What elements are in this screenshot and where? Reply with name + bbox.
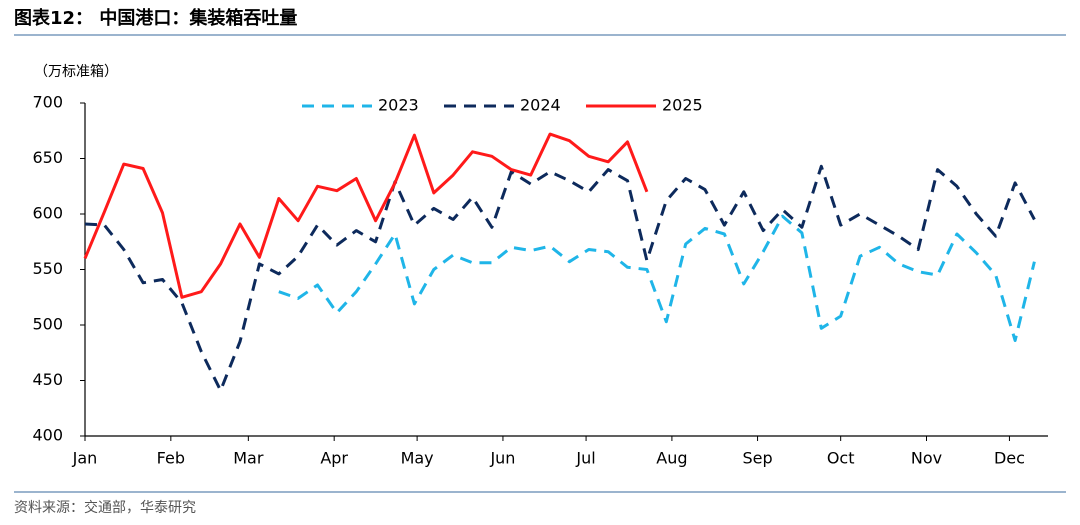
x-tick-label: May (401, 449, 434, 468)
x-tick-label: Jun (489, 449, 515, 468)
x-tick-label: Feb (157, 449, 185, 468)
legend-label: 2024 (520, 96, 561, 115)
x-tick-label: Oct (827, 449, 855, 468)
y-tick-label: 550 (32, 259, 63, 278)
x-tick-label: Sep (742, 449, 772, 468)
x-tick-label: Mar (233, 449, 264, 468)
x-tick-label: Nov (911, 449, 942, 468)
line-series (84, 164, 1036, 392)
y-tick-label: 400 (32, 426, 63, 445)
x-tick-label: Apr (320, 449, 348, 468)
x-tick-label: Dec (994, 449, 1025, 468)
y-tick-label: 700 (32, 93, 63, 112)
y-tick-label: 600 (32, 204, 63, 223)
x-tick-label: Aug (656, 449, 687, 468)
line-series (278, 214, 1036, 342)
y-tick-label: 450 (32, 370, 63, 389)
x-tick-label: Jul (575, 449, 595, 468)
y-tick-label: 650 (32, 148, 63, 167)
legend-label: 2025 (662, 96, 703, 115)
y-axis-label: （万标准箱） (34, 64, 118, 80)
x-tick-label: Jan (72, 449, 98, 468)
y-tick-label: 500 (32, 315, 63, 334)
chart-title: 图表12： 中国港口：集装箱吞吐量 (14, 7, 297, 29)
legend-label: 2023 (378, 96, 419, 115)
source: 资料来源：交通部，华泰研究 (14, 499, 196, 516)
line-series (83, 132, 649, 299)
